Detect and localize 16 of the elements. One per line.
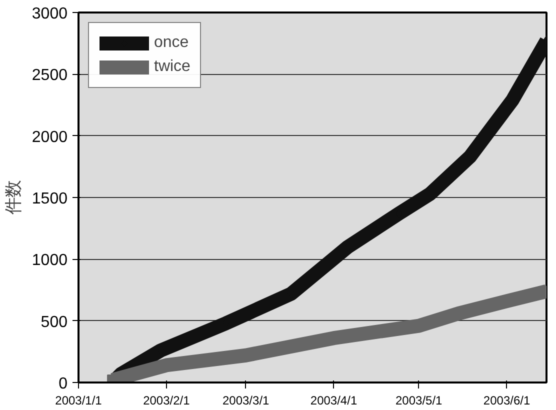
legend-label: once	[154, 34, 189, 52]
x-tick-label: 2003/1/1	[55, 394, 102, 408]
y-tick-label: 0	[58, 376, 68, 392]
x-tick-label: 2003/2/1	[143, 394, 190, 408]
legend-label: twice	[154, 58, 190, 76]
y-tick-label: 2500	[32, 67, 68, 84]
y-tick-label: 1500	[32, 190, 68, 208]
x-tick-label: 2003/6/1	[483, 394, 530, 408]
y-tick-label: 2000	[32, 128, 68, 146]
y-axis-title: 件数	[4, 180, 24, 214]
x-tick-label: 2003/5/1	[396, 394, 443, 408]
y-tick-label: 500	[40, 314, 68, 331]
x-tick-label: 2003/4/1	[310, 394, 358, 408]
y-tick-label: 3000	[32, 6, 68, 22]
y-tick-label: 1000	[32, 252, 68, 270]
x-tick-label: 2003/3/1	[222, 394, 270, 408]
